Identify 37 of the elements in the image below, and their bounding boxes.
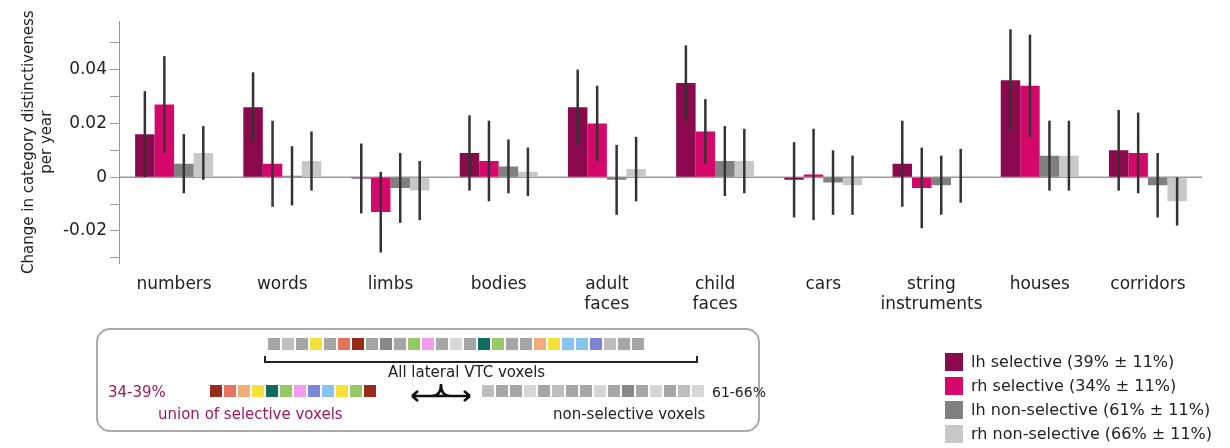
x-tick-label: cars — [805, 272, 842, 293]
x-tick-label: words — [256, 272, 308, 293]
text: 34-39% — [108, 383, 166, 401]
x-tick-label: bodies — [470, 272, 527, 293]
bar — [518, 171, 538, 177]
x-tick-label: limbs — [367, 272, 414, 293]
bar — [823, 177, 843, 183]
bar — [135, 134, 155, 177]
text: non-selective voxels — [553, 405, 706, 423]
x-tick-label: adult faces — [584, 272, 630, 314]
text: 61-66% — [712, 384, 766, 400]
bar — [1059, 155, 1079, 177]
bar — [243, 107, 263, 177]
y-tick-label: 0 — [96, 165, 107, 186]
text: All lateral VTC voxels — [388, 363, 546, 381]
y-tick-label: 0.04 — [69, 58, 107, 79]
x-tick-label: corridors — [1110, 272, 1186, 293]
bar — [567, 107, 588, 177]
legend-label: lh non-selective (61% ± 11%) — [970, 400, 1212, 419]
x-tick-label: houses — [1009, 272, 1070, 293]
bar — [1128, 152, 1148, 177]
bar — [587, 123, 607, 177]
y-tick-label: 0.02 — [69, 111, 107, 132]
legend-label: lh selective (39% ± 11%) — [970, 352, 1176, 371]
text: union of selective voxels — [158, 405, 343, 423]
bar — [715, 161, 735, 177]
x-tick-label: numbers — [136, 272, 212, 293]
x-tick-label: child faces — [692, 272, 738, 314]
y-tick-label: -0.02 — [62, 219, 107, 240]
bar — [1020, 85, 1040, 177]
legend-label: rh selective (34% ± 11%) — [970, 376, 1178, 395]
bar — [479, 161, 499, 177]
bar — [174, 163, 194, 177]
x-tick-label: string instruments — [880, 272, 983, 314]
legend-label: rh non-selective (66% ± 11%) — [970, 424, 1212, 443]
bar — [676, 83, 696, 177]
y-axis-title: Change in category distinctiveness per year — [18, 10, 55, 274]
